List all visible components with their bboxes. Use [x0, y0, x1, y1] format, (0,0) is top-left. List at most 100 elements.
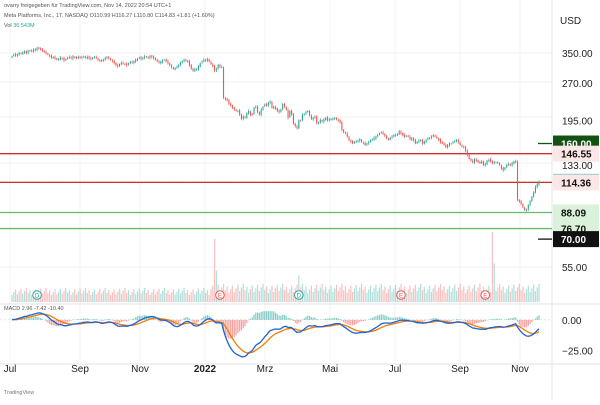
- tradingview-logo[interactable]: TradingView: [4, 390, 34, 396]
- candle: [350, 141, 351, 142]
- candle: [506, 165, 507, 167]
- volume-bar: [347, 293, 348, 302]
- volume-bar: [361, 284, 362, 302]
- volume-bar: [29, 290, 30, 302]
- candle: [307, 111, 308, 112]
- macd-histogram-bar: [323, 319, 324, 320]
- volume-bar: [447, 289, 448, 302]
- candle: [460, 142, 461, 145]
- macd-histogram-bar: [375, 316, 376, 320]
- macd-histogram-bar: [259, 313, 260, 320]
- macd-histogram-bar: [433, 318, 434, 320]
- volume-bar: [409, 286, 410, 302]
- volume-bar: [131, 292, 132, 302]
- candle: [132, 62, 133, 63]
- macd-histogram-bar: [458, 319, 459, 320]
- volume-bar: [415, 285, 416, 302]
- symbol-ohlc-legend[interactable]: Meta Platforms, Inc., 1T, NASDAQ O110.99…: [4, 13, 215, 19]
- candle: [348, 137, 349, 140]
- candle: [295, 124, 296, 126]
- volume-bar: [20, 289, 21, 302]
- candle: [15, 54, 16, 55]
- candle: [318, 122, 319, 123]
- candle: [343, 130, 344, 133]
- volume-bar: [363, 290, 364, 302]
- volume-bar: [517, 287, 518, 302]
- macd-histogram-bar: [513, 317, 514, 319]
- candle: [341, 122, 342, 130]
- price-axis-label: 195.00: [562, 117, 593, 128]
- volume-bar: [232, 286, 233, 302]
- candle: [494, 162, 495, 163]
- candle: [422, 140, 423, 143]
- candle: [282, 104, 283, 109]
- candle: [429, 138, 430, 139]
- volume-bar: [133, 289, 134, 302]
- candle: [431, 137, 432, 138]
- candle: [180, 63, 181, 65]
- macd-histogram-bar: [381, 314, 382, 319]
- volume-bar: [286, 287, 287, 302]
- candle: [241, 114, 242, 118]
- volume-bar: [357, 291, 358, 302]
- volume-bar: [461, 290, 462, 302]
- candle: [232, 106, 233, 108]
- volume-bar: [366, 293, 367, 302]
- volume-bar: [74, 289, 75, 302]
- candle: [212, 65, 213, 67]
- volume-bar: [275, 288, 276, 302]
- volume-bar: [253, 292, 254, 302]
- volume-bar: [124, 288, 125, 302]
- volume-bar: [314, 288, 315, 302]
- volume-bar: [187, 290, 188, 302]
- macd-histogram-bar: [252, 317, 253, 320]
- candle: [158, 61, 159, 62]
- candle: [332, 119, 333, 120]
- volume-bar: [237, 285, 238, 302]
- candle: [207, 59, 208, 60]
- volume-bar: [513, 285, 514, 302]
- candle: [277, 108, 278, 111]
- macd-histogram-bar: [192, 320, 193, 322]
- macd-histogram-bar: [393, 317, 394, 319]
- macd-histogram-bar: [49, 320, 50, 324]
- candle: [223, 67, 224, 97]
- volume-bar: [336, 285, 337, 302]
- candle: [71, 57, 72, 58]
- volume-legend[interactable]: Vol 36.543M: [4, 23, 35, 29]
- volume-bar: [307, 293, 308, 302]
- candle: [54, 57, 55, 59]
- macd-histogram-bar: [103, 320, 104, 321]
- volume-bar: [140, 294, 141, 302]
- candle: [485, 164, 486, 165]
- volume-bar: [167, 290, 168, 302]
- candle: [210, 62, 211, 64]
- volume-bar: [291, 286, 292, 302]
- volume-bar: [214, 239, 215, 302]
- candle: [361, 140, 362, 142]
- candle: [508, 164, 509, 165]
- candle: [225, 98, 226, 99]
- volume-bar: [83, 291, 84, 302]
- candle: [379, 133, 380, 135]
- candle: [44, 51, 45, 52]
- candle: [535, 187, 536, 193]
- volume-bar: [196, 292, 197, 303]
- candle: [273, 107, 274, 108]
- level-70-badge-text: 70.00: [561, 235, 586, 246]
- price-axis-label: 133.00: [562, 161, 593, 172]
- candle: [456, 140, 457, 141]
- candle: [121, 63, 122, 65]
- macd-histogram-bar: [449, 320, 450, 321]
- macd-histogram-bar: [296, 320, 297, 324]
- volume-bar: [470, 292, 471, 302]
- volume-bar: [88, 290, 89, 302]
- candle: [246, 113, 247, 118]
- time-axis-label: Mai: [322, 364, 338, 375]
- volume-bar: [277, 285, 278, 302]
- candle: [85, 57, 86, 58]
- macd-histogram-bar: [295, 320, 296, 323]
- candle: [490, 159, 491, 161]
- candle: [255, 107, 256, 108]
- macd-legend[interactable]: MACD 2.96 -7.42 -10.40: [4, 306, 64, 312]
